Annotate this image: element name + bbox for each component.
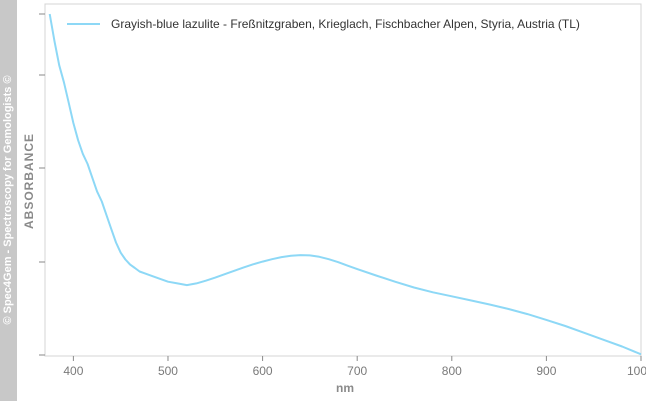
x-tick-label-3: 700 <box>347 364 367 378</box>
x-axis-label: nm <box>336 381 354 395</box>
x-tick-label-5: 900 <box>536 364 556 378</box>
legend-label: Grayish-blue lazulite - Freßnitzgraben, … <box>111 17 580 31</box>
x-tick-label-0: 400 <box>63 364 83 378</box>
copyright-sidebar: © Spec4Gem - Spectroscopy for Gemologist… <box>0 0 17 401</box>
x-tick-label-2: 600 <box>253 364 273 378</box>
x-tick-label-1: 500 <box>158 364 178 378</box>
x-tick-label-4: 800 <box>442 364 462 378</box>
x-tick-label-6: 100 <box>627 364 646 378</box>
plot-frame <box>44 3 642 357</box>
series-line <box>48 13 642 356</box>
